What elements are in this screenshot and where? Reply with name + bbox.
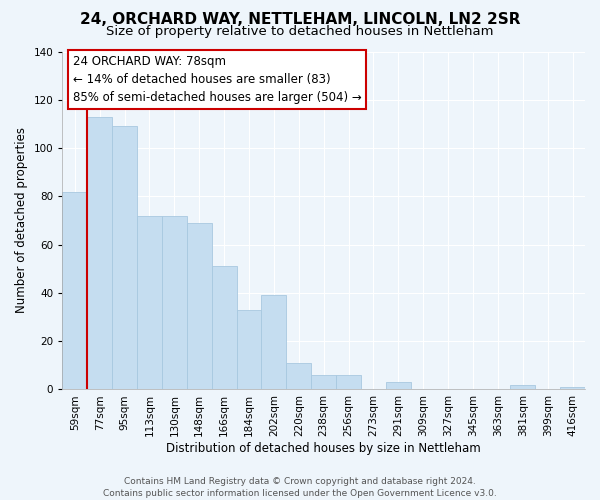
Bar — [560, 387, 585, 390]
Y-axis label: Number of detached properties: Number of detached properties — [15, 128, 28, 314]
Bar — [137, 216, 162, 390]
X-axis label: Distribution of detached houses by size in Nettleham: Distribution of detached houses by size … — [166, 442, 481, 455]
Text: Size of property relative to detached houses in Nettleham: Size of property relative to detached ho… — [106, 25, 494, 38]
Bar — [187, 223, 212, 390]
Bar — [212, 266, 236, 390]
Bar — [87, 116, 112, 390]
Bar — [286, 363, 311, 390]
Bar — [262, 296, 286, 390]
Text: Contains HM Land Registry data © Crown copyright and database right 2024.
Contai: Contains HM Land Registry data © Crown c… — [103, 476, 497, 498]
Bar — [311, 375, 336, 390]
Bar — [236, 310, 262, 390]
Text: 24 ORCHARD WAY: 78sqm
← 14% of detached houses are smaller (83)
85% of semi-deta: 24 ORCHARD WAY: 78sqm ← 14% of detached … — [73, 55, 362, 104]
Bar — [62, 192, 87, 390]
Text: 24, ORCHARD WAY, NETTLEHAM, LINCOLN, LN2 2SR: 24, ORCHARD WAY, NETTLEHAM, LINCOLN, LN2… — [80, 12, 520, 28]
Bar — [511, 384, 535, 390]
Bar — [162, 216, 187, 390]
Bar — [112, 126, 137, 390]
Bar — [386, 382, 411, 390]
Bar — [336, 375, 361, 390]
